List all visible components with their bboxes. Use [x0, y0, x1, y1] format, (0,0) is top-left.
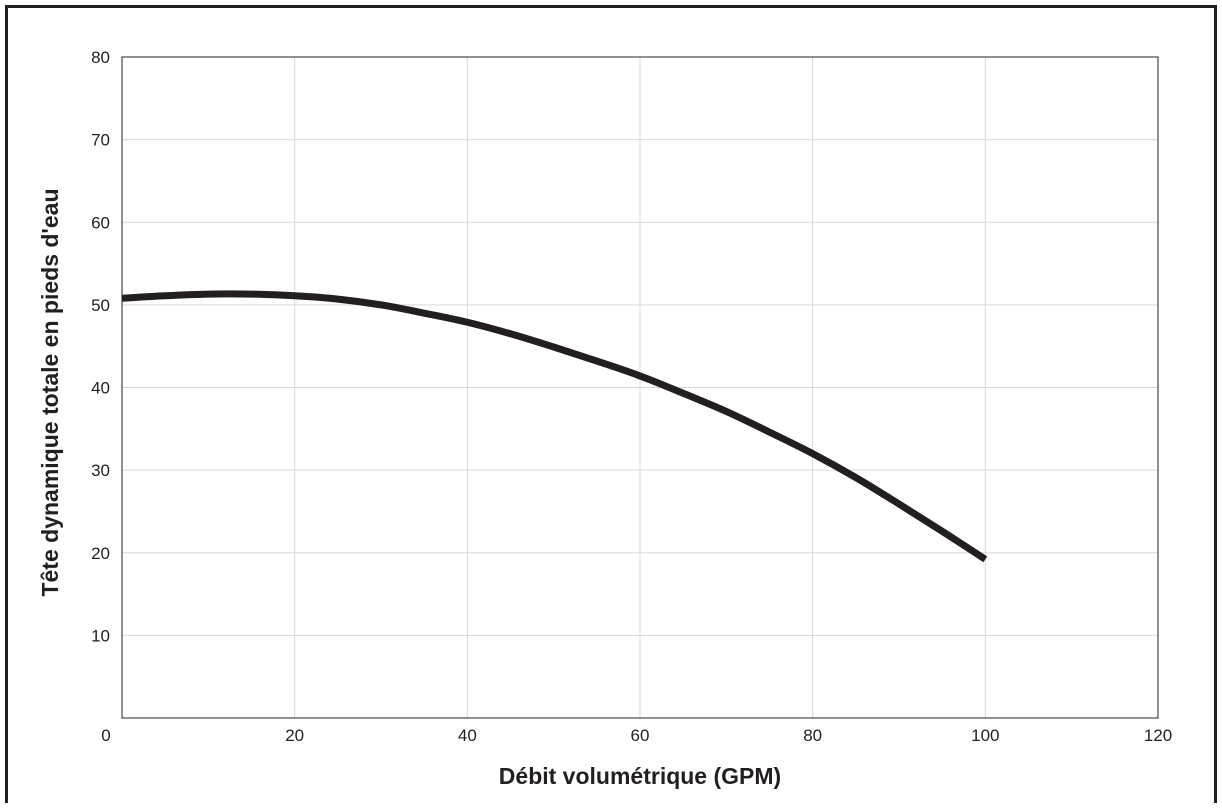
series-layer: [121, 290, 988, 563]
x-axis-title: Débit volumétrique (GPM): [499, 763, 781, 789]
y-tick-label: 60: [91, 213, 110, 232]
y-tick-label: 50: [91, 296, 110, 315]
y-tick-label: 10: [91, 626, 110, 645]
grid: [122, 57, 1158, 718]
x-tick-label: 80: [803, 726, 822, 745]
plot-area: [121, 56, 1159, 719]
y-axis-title: Tête dynamique totale en pieds d'eau: [37, 188, 63, 596]
x-tick-label: 60: [631, 726, 650, 745]
x-tick-label: 0: [101, 726, 110, 745]
chart-frame: [5, 5, 1217, 803]
x-tick-label: 120: [1144, 726, 1172, 745]
y-tick-label: 80: [91, 48, 110, 67]
x-tick-label: 40: [458, 726, 477, 745]
y-tick-label: 40: [91, 379, 110, 398]
y-tick-label: 30: [91, 461, 110, 480]
series-line: [121, 290, 988, 563]
y-tick-label: 70: [91, 131, 110, 150]
tick-labels: 0 20 40 60 80 100 120 10 20 30 40 50 60 70 80: [91, 48, 1172, 745]
x-tick-label: 100: [971, 726, 999, 745]
x-tick-label: 20: [285, 726, 304, 745]
y-tick-label: 20: [91, 544, 110, 563]
